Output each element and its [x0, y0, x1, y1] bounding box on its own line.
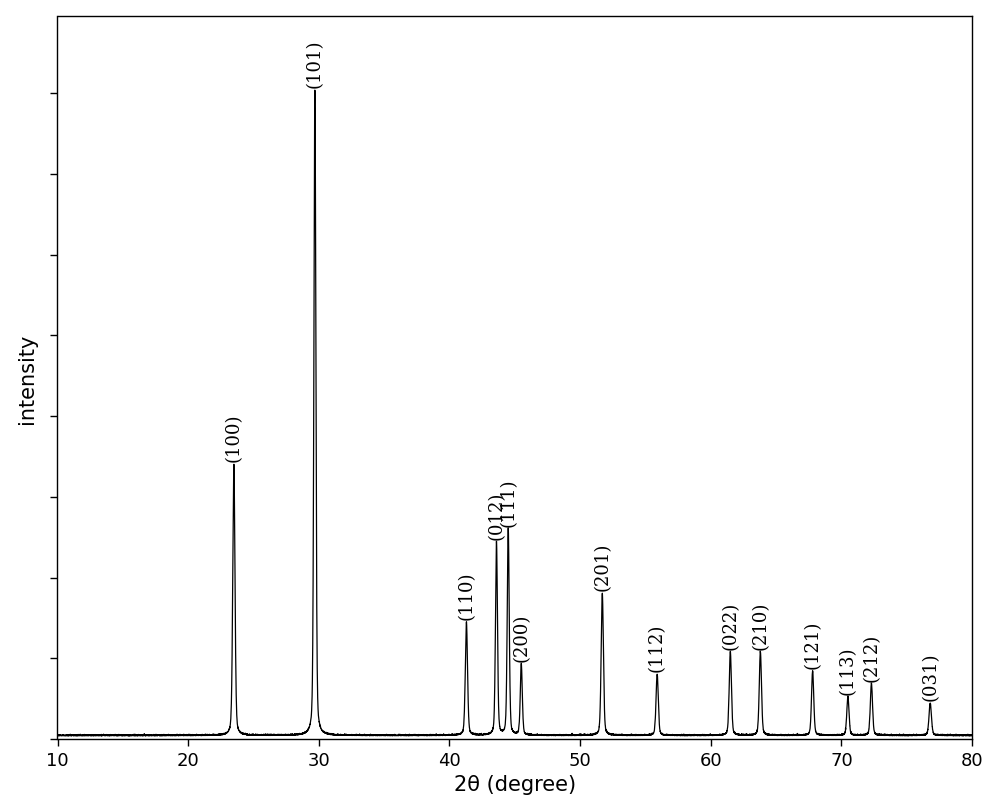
- Text: (210): (210): [751, 600, 769, 649]
- Text: (101): (101): [306, 39, 324, 88]
- Text: (111): (111): [499, 478, 517, 526]
- Text: (110): (110): [457, 571, 475, 620]
- Y-axis label: intensity: intensity: [17, 333, 37, 423]
- Text: (113): (113): [839, 646, 857, 694]
- Text: (201): (201): [593, 543, 611, 590]
- Text: (012): (012): [487, 491, 505, 539]
- Text: (031): (031): [921, 652, 939, 701]
- Text: (022): (022): [721, 601, 739, 649]
- Text: (112): (112): [648, 623, 666, 672]
- Text: (100): (100): [225, 414, 243, 461]
- Text: (212): (212): [862, 633, 880, 681]
- Text: (121): (121): [804, 620, 822, 668]
- X-axis label: 2θ (degree): 2θ (degree): [454, 775, 576, 794]
- Text: (200): (200): [512, 613, 530, 662]
